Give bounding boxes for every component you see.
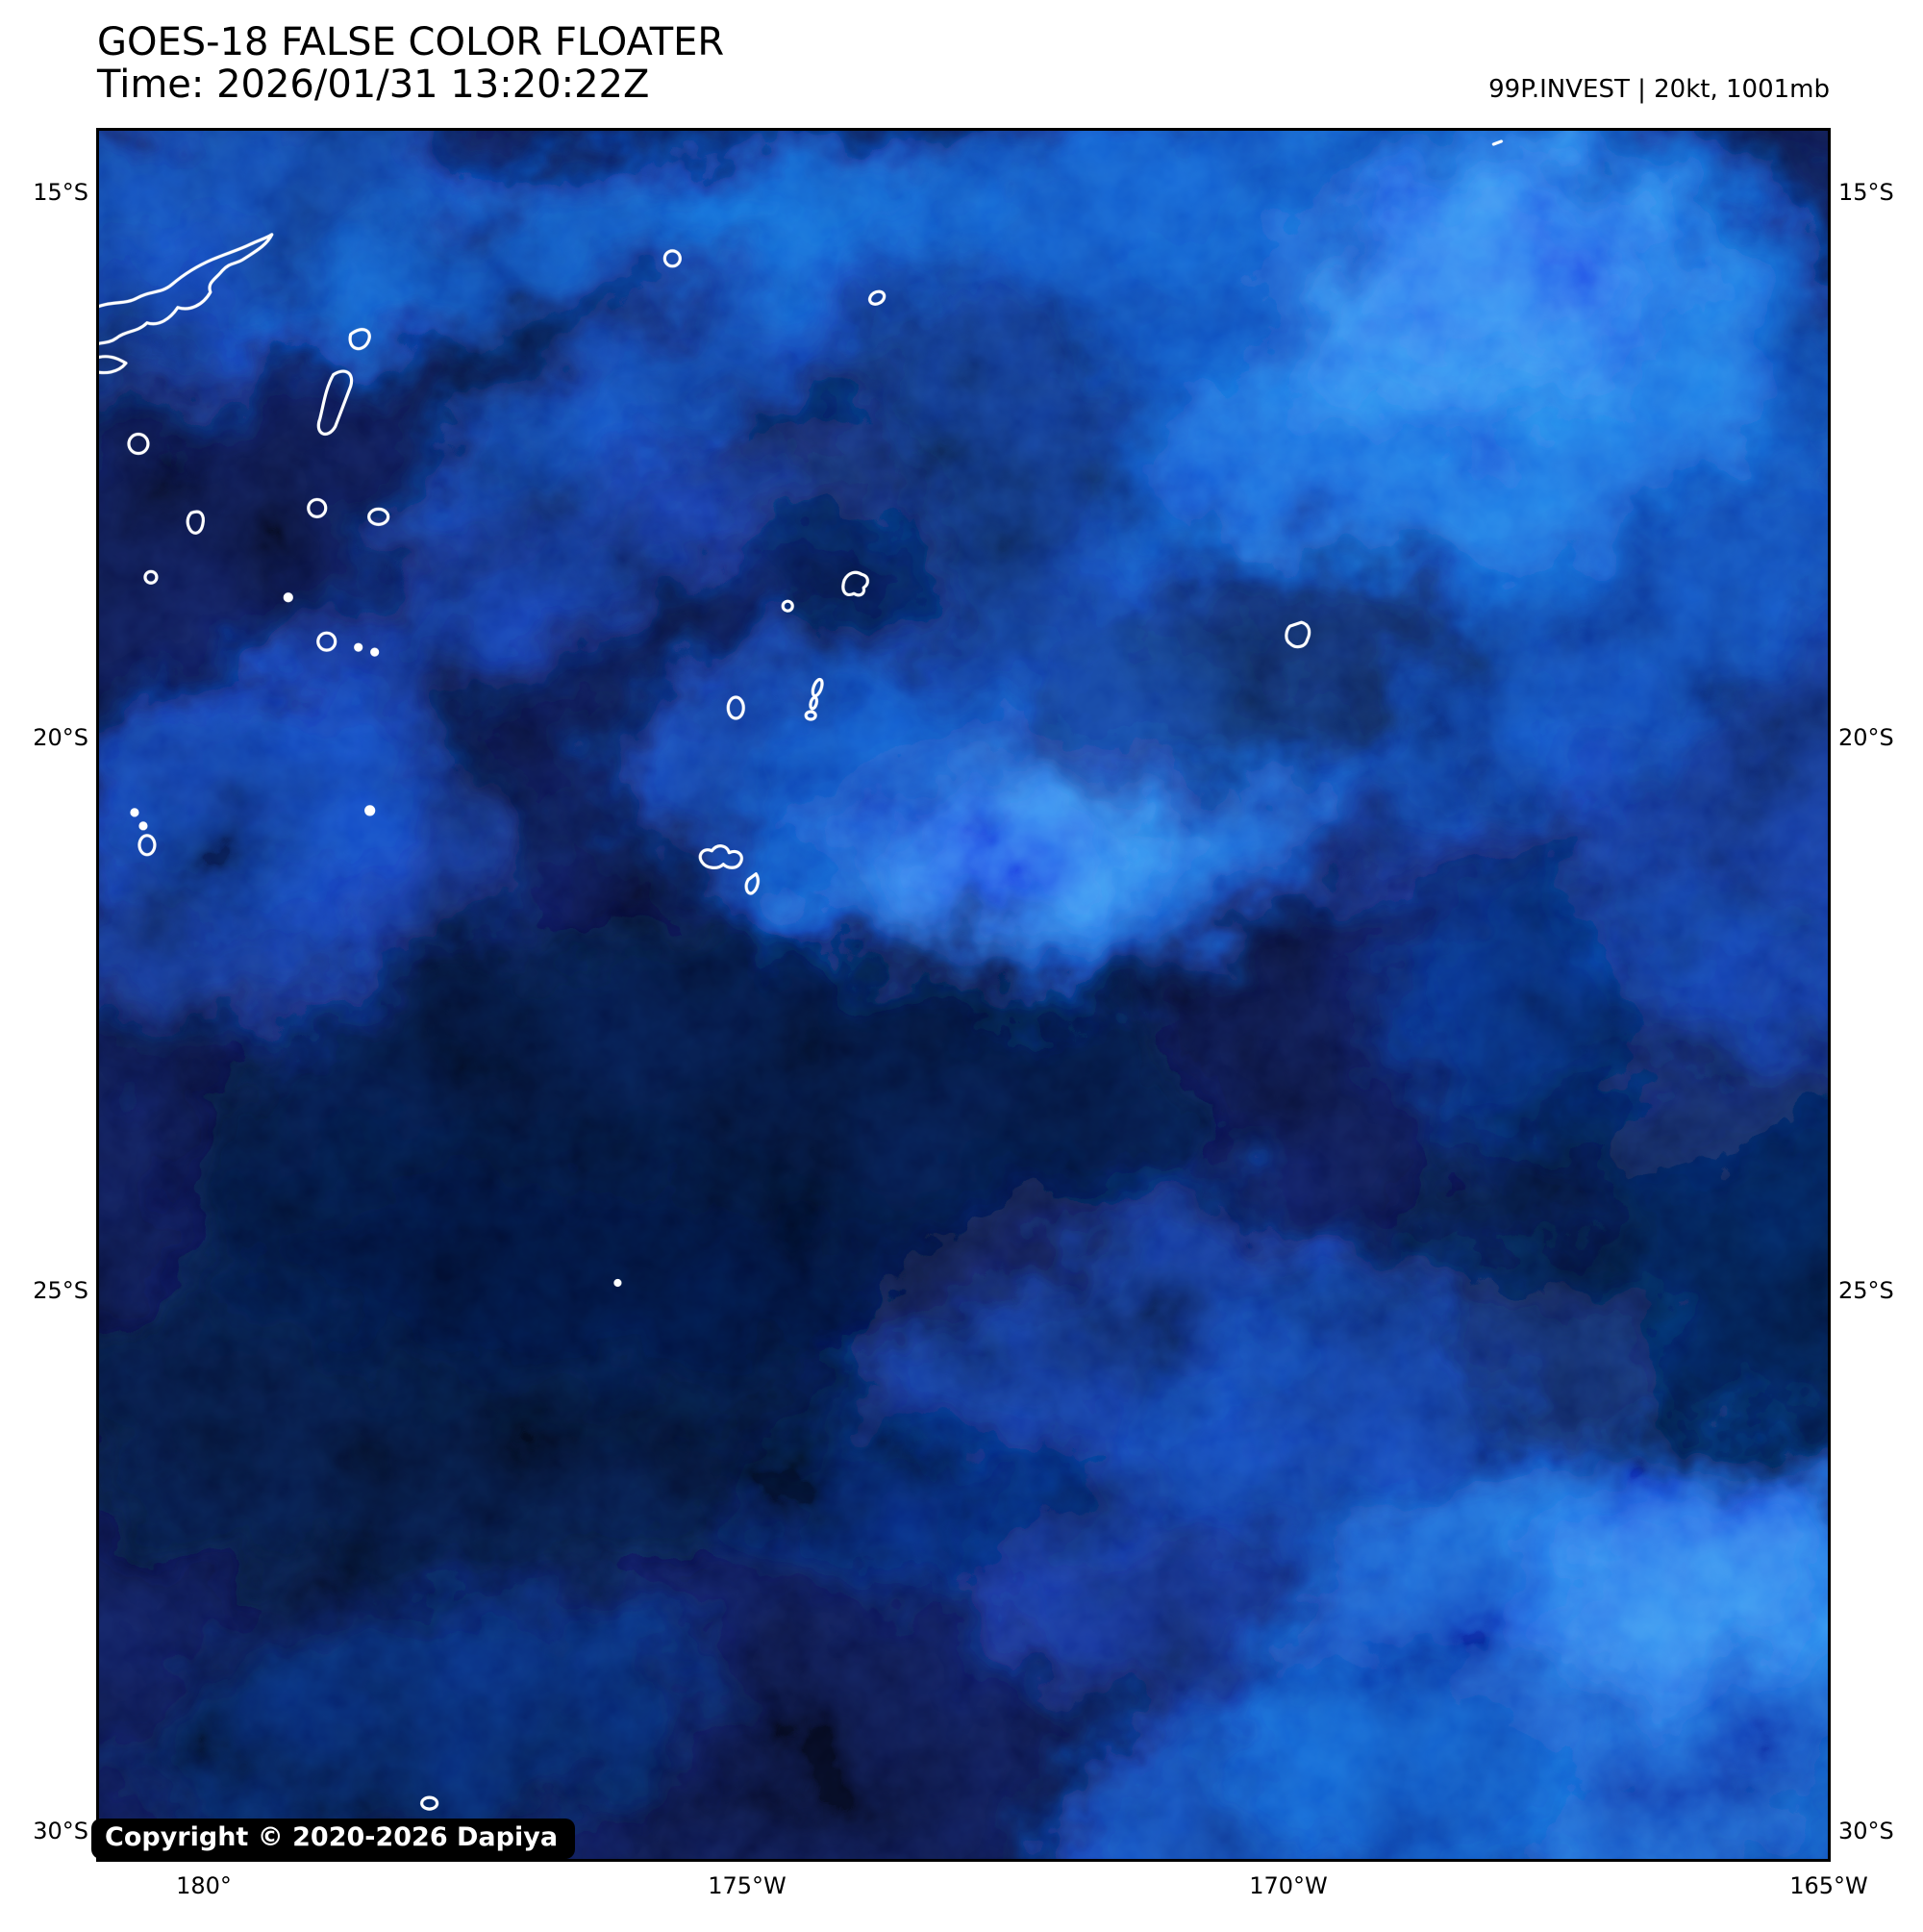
top-edge-islet (1491, 139, 1503, 146)
lat-label-20s-right: 20°S (1838, 724, 1894, 751)
rabi-island (348, 328, 371, 351)
ata-island (420, 1795, 439, 1811)
page-title: GOES-18 FALSE COLOR FLOATER (97, 20, 725, 64)
lau-group-islands (283, 497, 390, 816)
coastline-layer (99, 139, 1503, 1811)
cloud-texture-fine (99, 131, 1828, 1859)
lat-label-30s-left: 30°S (33, 1818, 88, 1844)
satellite-image (99, 131, 1828, 1859)
vavau-group (841, 570, 869, 597)
lon-label-180: 180° (176, 1872, 232, 1899)
haapai-chain (811, 677, 824, 698)
koro-island (127, 432, 150, 456)
storm-info-badge: 99P.INVEST | 20kt, 1001mb (1488, 75, 1830, 104)
eua-island (744, 872, 760, 895)
lat-label-25s-left: 25°S (33, 1277, 88, 1304)
tonga-islands (420, 570, 869, 1811)
niue-island (1285, 620, 1311, 649)
lat-label-15s-right: 15°S (1838, 179, 1894, 206)
fiji-coastline (99, 233, 371, 857)
taveuni-island (316, 369, 354, 436)
lon-label-170w: 170°W (1249, 1872, 1328, 1899)
tongatapu-island (698, 844, 743, 869)
lat-label-15s-left: 15°S (33, 179, 88, 206)
satellite-image-frame: Copyright © 2020-2026 Dapiya (91, 128, 1831, 1862)
lat-label-20s-left: 20°S (33, 724, 88, 751)
lat-label-25s-right: 25°S (1838, 1277, 1894, 1304)
timestamp: Time: 2026/01/31 13:20:22Z (97, 63, 650, 107)
lat-label-30s-right: 30°S (1838, 1818, 1894, 1844)
lon-label-165w: 165°W (1789, 1872, 1868, 1899)
small-atolls (613, 139, 1503, 1288)
copyright-badge: Copyright © 2020-2026 Dapiya (91, 1819, 576, 1859)
lon-label-175w: 175°W (708, 1872, 787, 1899)
